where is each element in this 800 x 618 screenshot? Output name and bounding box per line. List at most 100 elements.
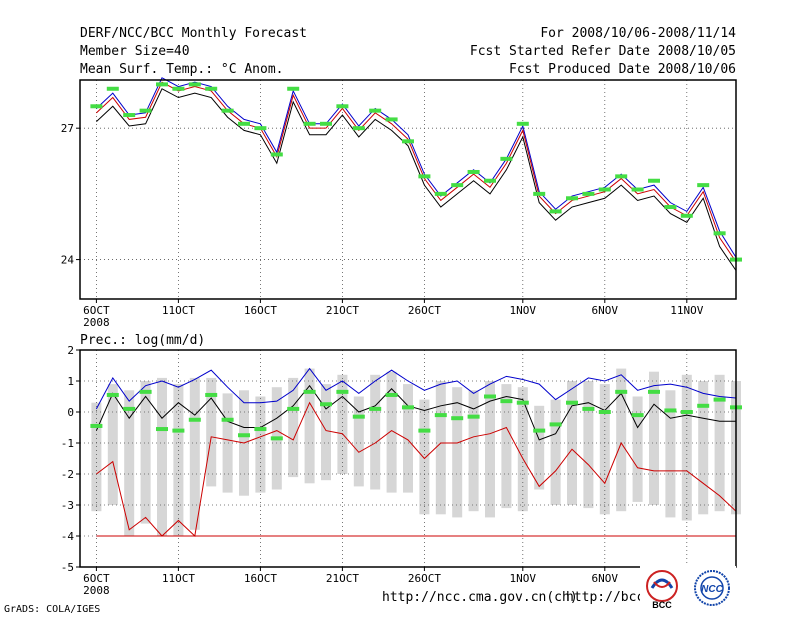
observed-marker [418,428,431,433]
bcc-ncc-logos: BCC NCC [640,566,736,612]
ensemble-box [534,405,545,490]
series-line-ensemble-mean [96,81,737,263]
plot-frame [79,349,737,568]
ensemble-box [599,384,610,515]
observed-marker [549,209,562,214]
observed-marker [713,231,726,236]
ensemble-box [370,374,381,490]
x-tick-label: 6NOV [592,572,619,585]
observed-marker [451,183,464,188]
precip-panel-title: Prec.: log(mm/d) [80,333,205,348]
x-tick-label: 1NOV [510,304,537,317]
observed-marker [566,196,578,201]
observed-marker [631,413,644,418]
x-tick-label: 11OCT [162,572,195,585]
observed-marker [123,113,136,118]
series-line-ensemble-max [96,77,737,258]
series-line-ensemble-min [96,88,737,271]
ensemble-box [124,390,135,536]
x-tick-label: 1NOV [510,572,537,585]
ensemble-box [255,396,266,493]
observed-marker [369,108,382,113]
observed-marker [402,405,414,410]
ensemble-box [353,396,364,487]
observed-marker [352,414,365,419]
x-tick-label: 6OCT [83,304,110,317]
observed-marker [287,86,300,91]
ensemble-box [468,390,479,512]
bcc-url: http://bcc. [566,590,653,605]
y-tick-label: 1 [67,375,74,388]
plot-frame [79,79,737,300]
observed-marker [123,406,136,411]
observed-marker [385,392,398,397]
observed-marker [270,436,283,441]
y-tick-label: 0 [67,406,74,419]
observed-marker [500,156,513,161]
observed-marker [648,178,660,183]
ensemble-box [304,368,315,484]
y-tick-label: -4 [61,530,75,543]
ensemble-box [632,396,643,502]
x-tick-label: 16OCT [244,572,277,585]
ensemble-box [419,399,430,515]
observed-marker [254,126,267,131]
svg-text:BCC: BCC [652,600,672,610]
observed-marker [500,399,513,404]
ensemble-box [517,387,528,512]
observed-marker [106,392,119,397]
ensemble-box [288,377,299,478]
ensemble-box [649,371,659,505]
ensemble-box [140,381,151,524]
observed-marker [320,402,332,407]
ensemble-box [157,377,167,536]
observed-marker [467,414,480,419]
ensemble-box [321,384,331,481]
observed-marker [697,183,710,188]
x-tick-label: 6NOV [592,304,619,317]
observed-marker [631,187,644,192]
observed-marker [582,406,595,411]
observed-marker [418,174,431,179]
ensemble-box [435,381,446,515]
ensemble-box [173,384,184,536]
fcst-produced-label: Fcst Produced Date 2008/10/06 [509,62,736,77]
observed-marker [106,86,119,91]
ensemble-box [452,387,463,518]
observed-marker [598,410,611,414]
x-tick-label: 6OCT [83,572,110,585]
y-tick-label: -1 [61,437,74,450]
observed-marker [598,187,611,192]
ensemble-box [337,374,348,474]
y-tick-label: 2 [67,344,74,357]
observed-marker [320,121,332,126]
observed-marker [516,400,529,405]
x-tick-label: 26OCT [408,572,441,585]
observed-marker [484,394,496,399]
observed-marker [270,152,283,157]
y-tick-label: -5 [61,561,74,574]
ensemble-box [206,377,217,487]
observed-marker [566,400,578,405]
observed-marker [533,428,546,433]
observed-marker [336,389,349,394]
forecast-period-label: For 2008/10/06-2008/11/14 [540,26,736,41]
observed-marker [516,121,529,126]
year-label: 2008 [83,316,110,329]
observed-marker [451,416,464,421]
observed-marker [238,121,250,126]
observed-marker [385,117,398,122]
fcst-started-label: Fcst Started Refer Date 2008/10/05 [469,44,736,59]
x-tick-label: 11OCT [162,304,195,317]
ensemble-box [91,402,102,512]
observed-marker [303,389,316,394]
ensemble-box [714,374,725,512]
x-tick-label: 11NOV [670,304,703,317]
ensemble-box [550,399,561,505]
ncc-logo-icon: NCC [694,570,730,606]
observed-marker [533,191,546,196]
ensemble-box [107,384,118,505]
observed-marker [549,422,562,427]
